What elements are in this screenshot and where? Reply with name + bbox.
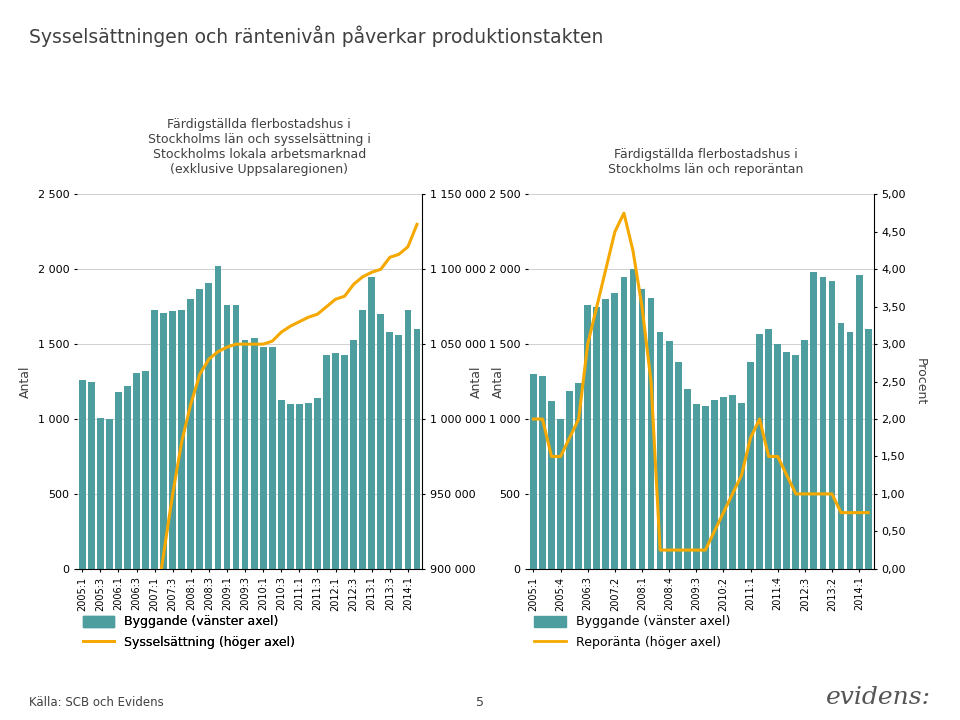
Bar (97, 418, 104, 569)
Text: evidens:: evidens: (827, 686, 931, 709)
Bar (277, 400, 285, 569)
Text: 5: 5 (476, 696, 484, 709)
Legend: Byggande (vänster axel), Reporänta (höger axel): Byggande (vänster axel), Reporänta (höge… (535, 616, 730, 649)
Bar (828, 282, 835, 569)
Bar (557, 419, 564, 569)
Bar (747, 362, 754, 569)
Y-axis label: Antal: Antal (492, 365, 505, 398)
Bar (540, 376, 546, 569)
Text: Färdigställda flerbostadshus i
Stockholms län och sysselsättning i
Stockholms lo: Färdigställda flerbostadshus i Stockholm… (148, 118, 371, 176)
Bar (865, 329, 872, 569)
Bar (657, 332, 663, 569)
Bar (612, 293, 618, 569)
Bar (575, 383, 582, 569)
Bar (548, 401, 555, 569)
Bar (711, 400, 718, 569)
Bar (179, 310, 185, 569)
Bar (820, 276, 827, 569)
Bar (783, 351, 790, 569)
Bar (693, 404, 700, 569)
Bar (305, 402, 312, 569)
Text: Färdigställda flerbostadshus i
Stockholms län och reporäntan: Färdigställda flerbostadshus i Stockholm… (608, 148, 804, 176)
Bar (359, 310, 366, 569)
Bar (756, 333, 763, 569)
Bar (838, 323, 845, 569)
Bar (720, 397, 727, 569)
Y-axis label: Antal: Antal (19, 365, 32, 398)
Bar (855, 275, 862, 569)
Bar (152, 310, 158, 569)
Bar (665, 341, 673, 569)
Bar (675, 362, 682, 569)
Legend: Byggande (vänster axel), Sysselsättning (höger axel): Byggande (vänster axel), Sysselsättning … (84, 616, 296, 649)
Bar (296, 404, 302, 569)
Bar (260, 347, 267, 569)
Bar (802, 340, 808, 569)
Bar (738, 402, 745, 569)
Bar (702, 405, 708, 569)
Bar (530, 374, 537, 569)
Bar (414, 329, 420, 569)
Text: Sysselsättningen och räntenivån påverkar produktionstakten: Sysselsättningen och räntenivån påverkar… (29, 25, 603, 47)
Y-axis label: Antal: Antal (470, 365, 483, 398)
Y-axis label: Procent: Procent (914, 358, 927, 405)
Bar (684, 389, 690, 569)
Bar (197, 289, 204, 569)
Bar (314, 398, 321, 569)
Bar (324, 355, 330, 569)
Bar (124, 386, 131, 569)
Bar (729, 395, 736, 569)
Bar (88, 382, 95, 569)
Bar (792, 355, 799, 569)
Bar (847, 332, 853, 569)
Bar (214, 266, 222, 569)
Bar (169, 311, 176, 569)
Bar (377, 314, 384, 569)
Bar (106, 419, 112, 569)
Bar (232, 305, 239, 569)
Bar (404, 310, 411, 569)
Bar (332, 353, 339, 569)
Bar (115, 392, 122, 569)
Bar (566, 390, 573, 569)
Bar (593, 307, 600, 569)
Bar (350, 340, 357, 569)
Bar (79, 380, 85, 569)
Bar (341, 355, 348, 569)
Bar (160, 312, 167, 569)
Bar (187, 300, 194, 569)
Bar (648, 298, 655, 569)
Bar (638, 289, 645, 569)
Bar (133, 373, 140, 569)
Bar (387, 332, 394, 569)
Bar (142, 371, 149, 569)
Text: Källa: SCB och Evidens: Källa: SCB och Evidens (29, 696, 163, 709)
Bar (630, 269, 636, 569)
Bar (585, 305, 591, 569)
Bar (369, 276, 375, 569)
Bar (620, 276, 627, 569)
Bar (269, 347, 276, 569)
Bar (242, 340, 249, 569)
Bar (765, 329, 772, 569)
Bar (224, 305, 230, 569)
Bar (251, 338, 257, 569)
Bar (603, 300, 610, 569)
Bar (775, 344, 781, 569)
Bar (287, 404, 294, 569)
Bar (810, 272, 817, 569)
Bar (396, 336, 402, 569)
Bar (205, 283, 212, 569)
